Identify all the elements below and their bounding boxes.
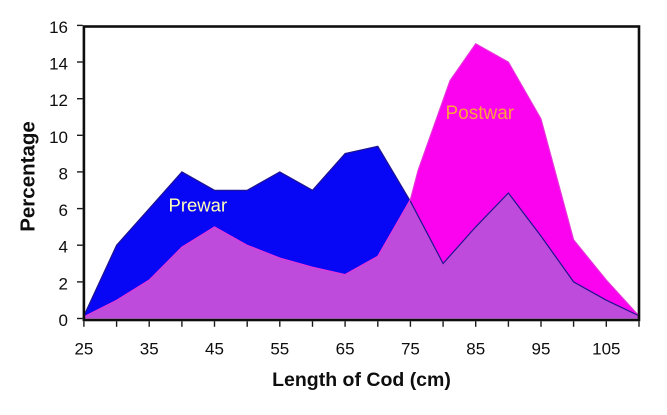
svg-text:85: 85	[466, 340, 485, 359]
svg-text:0: 0	[59, 311, 68, 330]
svg-text:65: 65	[336, 340, 355, 359]
svg-text:4: 4	[59, 238, 68, 257]
svg-text:35: 35	[140, 340, 159, 359]
svg-text:45: 45	[205, 340, 224, 359]
svg-text:10: 10	[49, 128, 68, 147]
svg-text:95: 95	[532, 340, 551, 359]
svg-text:55: 55	[270, 340, 289, 359]
svg-text:16: 16	[49, 18, 68, 37]
svg-text:25: 25	[74, 340, 93, 359]
svg-text:8: 8	[59, 164, 68, 183]
svg-text:75: 75	[401, 340, 420, 359]
svg-text:Percentage: Percentage	[17, 121, 40, 232]
svg-text:14: 14	[49, 55, 68, 74]
svg-text:12: 12	[49, 91, 68, 110]
svg-text:Length of Cod (cm): Length of Cod (cm)	[272, 369, 451, 391]
svg-text:Postwar: Postwar	[446, 103, 515, 124]
svg-text:6: 6	[59, 201, 68, 220]
svg-text:105: 105	[592, 340, 620, 359]
svg-text:2: 2	[59, 274, 68, 293]
svg-text:Prewar: Prewar	[169, 195, 228, 216]
